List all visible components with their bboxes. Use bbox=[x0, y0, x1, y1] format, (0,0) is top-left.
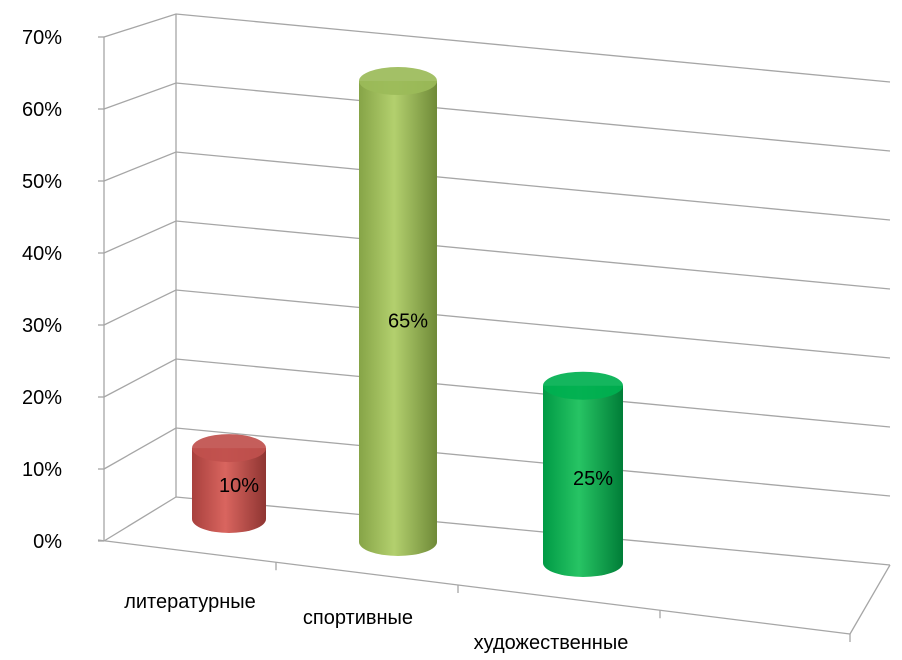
bar-top bbox=[192, 434, 266, 463]
x-tick-label: литературные bbox=[124, 591, 256, 613]
data-label: 10% bbox=[219, 475, 259, 497]
y-tick-label: 20% bbox=[22, 387, 62, 409]
bar-top bbox=[543, 371, 623, 400]
bar-body bbox=[359, 81, 437, 557]
gridline bbox=[103, 289, 891, 359]
bar-body bbox=[192, 448, 266, 533]
y-tick-label: 60% bbox=[22, 99, 62, 121]
gridline bbox=[103, 358, 891, 428]
x-axis-line bbox=[97, 539, 851, 635]
x-tick-label: спортивные bbox=[303, 607, 413, 629]
gridline bbox=[103, 82, 891, 152]
y-tick-labels: 0% 10% 20% 30% 40% 50% 60% 70% bbox=[22, 27, 104, 553]
y-tick-label: 70% bbox=[22, 27, 62, 49]
gridline bbox=[103, 151, 891, 221]
y-tick-label: 30% bbox=[22, 315, 62, 337]
y-tick-label: 10% bbox=[22, 459, 62, 481]
x-tick-label: художественные bbox=[474, 632, 629, 654]
x-tick-labels: литературные спортивные художественные bbox=[124, 562, 851, 654]
data-label: 65% bbox=[388, 311, 428, 333]
data-label: 25% bbox=[573, 468, 613, 490]
gridline bbox=[103, 220, 891, 290]
axes bbox=[97, 14, 891, 635]
y-tick-label: 40% bbox=[22, 243, 62, 265]
y-tick-label: 0% bbox=[33, 531, 62, 553]
bar-body bbox=[543, 385, 623, 577]
floor-edge bbox=[849, 564, 891, 635]
bar-художественные: 25% bbox=[543, 371, 623, 577]
bars: 10% 65% 25% bbox=[192, 67, 623, 577]
bar-top bbox=[359, 67, 437, 96]
gridline bbox=[103, 13, 891, 83]
bar-литературные: 10% bbox=[192, 434, 266, 533]
bar-спортивные: 65% bbox=[359, 67, 437, 557]
y-tick-label: 50% bbox=[22, 171, 62, 193]
